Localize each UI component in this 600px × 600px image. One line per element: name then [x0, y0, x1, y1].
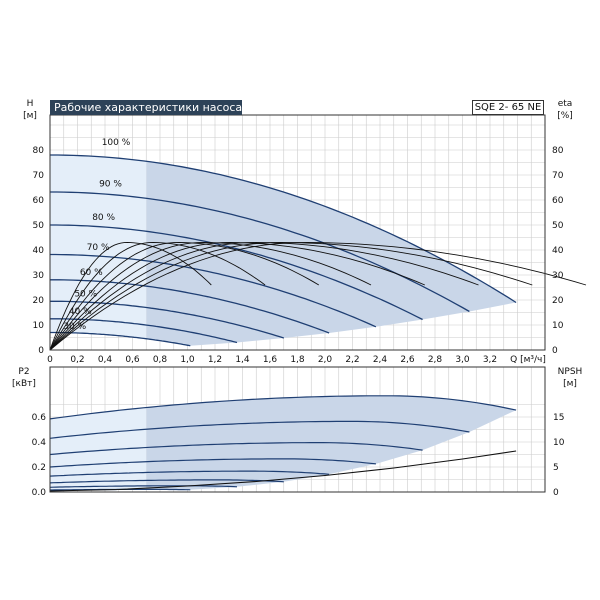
- left-tick-label-top: 40: [33, 246, 45, 256]
- left-axis-unit-bottom: [кВт]: [12, 379, 36, 389]
- x-tick-label: 1,8: [290, 355, 305, 365]
- top-plot-frame: [49, 114, 546, 351]
- left-axis-label-bottom: P2: [18, 367, 29, 377]
- left-tick-label-bottom: 0.2: [32, 463, 46, 473]
- x-tick-label: 1,0: [180, 355, 195, 365]
- x-tick-label: 3,0: [455, 355, 470, 365]
- power-curve: [49, 442, 423, 456]
- text-layer: 100 % 90 % 80 % 70 % 60 % 50 % 40 % 30 % H [м] eta…: [12, 99, 582, 498]
- right-axis-label-top: eta: [558, 99, 573, 109]
- right-axis-label-bottom: NPSH: [558, 367, 583, 377]
- speed-label: 30 %: [63, 322, 86, 332]
- x-tick-label: 3,2: [483, 355, 497, 365]
- right-tick-label-top: 80: [552, 146, 564, 156]
- x-tick-label: 2,8: [428, 355, 443, 365]
- right-tick-label-top: 70: [552, 171, 564, 181]
- left-tick-label-bottom: 0.0: [32, 488, 47, 498]
- right-tick-label-bottom: 10: [553, 438, 565, 448]
- efficiency-curve: [49, 242, 320, 351]
- x-tick-label: 0,6: [125, 355, 140, 365]
- efficiency-curve: [49, 242, 533, 351]
- x-tick-label: 0,4: [98, 355, 113, 365]
- light-band-bottom: [50, 407, 147, 490]
- left-tick-label-top: 60: [33, 196, 45, 206]
- left-tick-label-top: 80: [33, 146, 45, 156]
- x-tick-label: 1,2: [208, 355, 222, 365]
- right-tick-label-bottom: 0: [553, 488, 559, 498]
- power-curve: [49, 395, 517, 420]
- power-curve: [49, 485, 238, 488]
- bottom-plot-frame: [49, 366, 546, 493]
- x-tick-label: 2,2: [345, 355, 359, 365]
- speed-label: 50 %: [74, 289, 97, 299]
- speed-label: 80 %: [92, 213, 115, 223]
- speed-label: 60 %: [80, 268, 103, 278]
- x-tick-label: 0,8: [153, 355, 168, 365]
- right-tick-label-top: 40: [552, 246, 564, 256]
- right-tick-label-top: 0: [552, 346, 558, 356]
- head-curve: [50, 154, 517, 304]
- x-axis-label: Q [м³/ч]: [510, 355, 546, 365]
- efficiency-curves: [49, 242, 587, 492]
- efficiency-curve: [49, 242, 266, 351]
- right-tick-label-top: 30: [552, 271, 564, 281]
- head-curve: [50, 331, 191, 347]
- left-tick-label-top: 0: [38, 346, 44, 356]
- left-axis-label-top: H: [27, 99, 34, 109]
- right-tick-label-top: 50: [552, 221, 564, 231]
- npsh-curve: [49, 450, 517, 492]
- efficiency-curve: [49, 242, 425, 351]
- speed-label: 70 %: [87, 243, 110, 253]
- efficiency-curve: [49, 242, 212, 351]
- efficiency-curve: [49, 242, 479, 351]
- left-tick-label-top: 30: [33, 271, 45, 281]
- left-tick-label-bottom: 0.6: [32, 413, 47, 423]
- x-tick-label: 0,2: [70, 355, 84, 365]
- left-tick-label-top: 50: [33, 221, 45, 231]
- x-tick-label: 2,4: [373, 355, 388, 365]
- right-tick-label-bottom: 5: [553, 463, 559, 473]
- speed-label: 90 %: [99, 179, 122, 189]
- head-curve: [50, 253, 377, 328]
- right-tick-label-bottom: 15: [553, 413, 564, 423]
- x-tick-label: 0: [47, 355, 53, 365]
- right-tick-label-top: 10: [552, 321, 564, 331]
- left-tick-label-top: 10: [33, 321, 45, 331]
- right-tick-label-top: 20: [552, 296, 564, 306]
- left-axis-unit-top: [м]: [23, 111, 37, 121]
- efficiency-curve: [49, 242, 372, 351]
- plot-frames: [49, 114, 546, 493]
- speed-label: 100 %: [102, 138, 131, 148]
- x-tick-label: 2,0: [318, 355, 333, 365]
- speed-label: 40 %: [69, 307, 92, 317]
- right-axis-unit-bottom: [м]: [563, 379, 577, 389]
- power-curve: [49, 420, 470, 439]
- efficiency-curve: [49, 242, 587, 351]
- model-label: SQE 2- 65 NE: [472, 100, 544, 115]
- left-tick-label-top: 20: [33, 296, 45, 306]
- chart-title: Рабочие характеристики насоса: [50, 100, 242, 115]
- head-curve: [50, 224, 423, 321]
- power-curve: [49, 479, 284, 484]
- left-tick-label-top: 70: [33, 171, 45, 181]
- x-tick-label: 1,6: [263, 355, 278, 365]
- x-tick-label: 2,6: [400, 355, 415, 365]
- left-tick-label-bottom: 0.4: [32, 438, 47, 448]
- power-curve: [49, 458, 376, 468]
- power-curve: [49, 470, 330, 477]
- right-axis-unit-top: [%]: [557, 111, 573, 121]
- head-curve: [50, 279, 330, 334]
- operating-band-top: [146, 161, 517, 346]
- x-tick-label: 1,4: [235, 355, 250, 365]
- right-tick-label-top: 60: [552, 196, 564, 206]
